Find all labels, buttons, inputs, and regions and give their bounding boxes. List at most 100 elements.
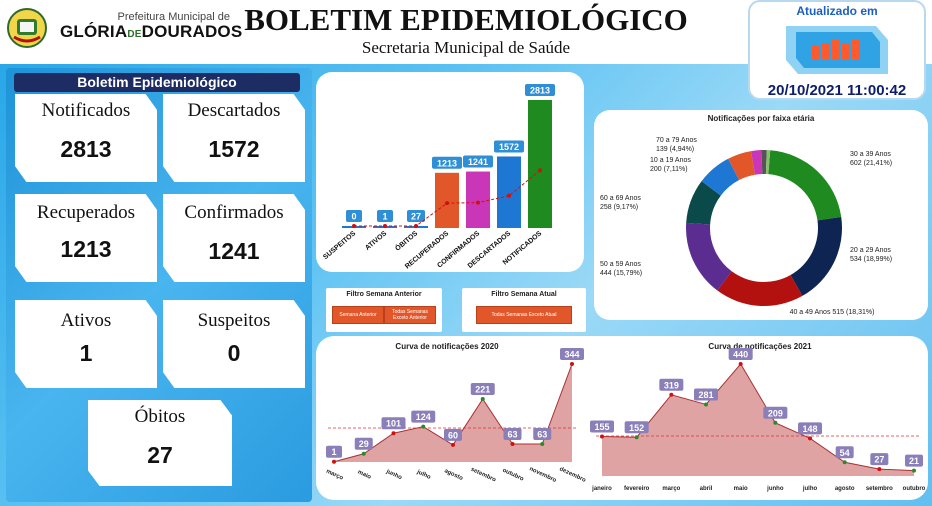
card-notificados: Notificados 2813	[15, 94, 157, 182]
donut-slice-value: 534 (18,99%)	[850, 256, 892, 263]
summary-title: Boletim Epidemiológico	[14, 73, 300, 92]
card-value: 1572	[208, 136, 260, 162]
card-value: 1213	[60, 236, 112, 262]
curve-2020-month-label: dezembro	[558, 466, 587, 484]
donut-slice-value: 200 (7,11%)	[650, 166, 688, 173]
bar-value-label-box	[525, 84, 555, 96]
all-except-current-button[interactable]: Todas Semanas Exceto Atual	[476, 306, 572, 324]
card-label: Óbitos	[134, 406, 186, 427]
curve-2021-point	[912, 468, 916, 473]
bar-value-label-box	[346, 210, 362, 222]
curve-2020-point	[391, 431, 396, 436]
page-subtitle: Secretaria Municipal de Saúde	[361, 38, 571, 57]
card-value: 1241	[208, 238, 260, 264]
bar-category-label: SUSPEITOS	[322, 230, 357, 261]
donut-slice	[751, 150, 763, 175]
curve-2021-point	[842, 460, 847, 465]
curve-2020-value-label: 101	[386, 419, 401, 429]
card-value: 0	[227, 340, 241, 366]
curve-2021-month-label: junho	[766, 486, 784, 492]
curve-2020-value-label-box	[411, 410, 436, 423]
card-obitos: Óbitos 27	[88, 400, 232, 486]
bar-value-label: 1213	[437, 158, 457, 168]
curve-2020-point	[451, 442, 455, 447]
card-ativos: Ativos 1	[15, 300, 157, 388]
update-logo-icon	[786, 26, 888, 74]
prefeitura-text: Prefeitura Municipal de	[117, 11, 230, 23]
filter-previous-week: Filtro Semana Anterior Semana Anterior T…	[326, 288, 442, 332]
donut-slice	[761, 150, 767, 175]
donut-slice	[701, 158, 740, 196]
curve-2020-month-label: outubro	[501, 468, 524, 483]
bar	[435, 172, 459, 228]
bar-value-label: 1	[382, 212, 387, 222]
donut-slice-label: 30 a 39 Anos	[850, 151, 891, 158]
bar-value-label: 0	[351, 212, 356, 222]
donut-slice-value: 258 (9,17%)	[600, 204, 638, 211]
donut-slice	[686, 181, 721, 225]
curve-2021-value-label-box	[624, 421, 649, 434]
bar	[497, 156, 521, 228]
curve-2020-month-label: julho	[415, 469, 432, 481]
card-label: Confirmados	[184, 202, 284, 223]
curve-2021-point	[877, 467, 882, 472]
all-except-previous-button[interactable]: Todas Semanas Exceto Anterior	[384, 306, 436, 324]
card-label: Recuperados	[36, 202, 136, 223]
curve-2021-title: Curva de notificações 2021	[708, 342, 812, 351]
curve-2021-value-label: 319	[664, 380, 679, 390]
curve-2020-value-label-box	[560, 348, 584, 360]
curve-2020-value-label-box	[533, 428, 552, 441]
trend-point	[507, 193, 511, 198]
bar-value-label-box	[377, 210, 393, 222]
card-label: Descartados	[187, 100, 281, 121]
curve-2021-line	[601, 363, 915, 472]
curve-2021-month-label: janeiro	[591, 486, 612, 492]
trend-point	[476, 200, 480, 205]
update-box: Atualizado em 20/10/2021 11:00:42	[748, 0, 926, 100]
curve-2021-value-label-box	[694, 388, 718, 401]
curve-2020-point	[540, 442, 545, 447]
trend-point	[445, 201, 449, 206]
bar	[528, 100, 552, 228]
filter-title: Filtro Semana Anterior	[346, 291, 422, 298]
card-value: 27	[147, 442, 173, 468]
bar-value-label: 27	[411, 212, 421, 222]
city-name-de: DE	[127, 29, 142, 40]
donut-slice	[768, 150, 842, 221]
curve-2021-area	[602, 364, 914, 476]
curve-2021-month-label: outubro	[903, 486, 926, 492]
status-bar-chart: 0SUSPEITOS1ATIVOS27ÓBITOS1213RECUPERADOS…	[322, 84, 555, 271]
age-donut-chart: 30 a 39 Anos 602 (21,41%) 20 a 29 Anos 534 …	[600, 137, 892, 316]
bar-category-label: ÓBITOS	[393, 228, 419, 252]
curve-2020-month-label: junho	[384, 469, 403, 482]
card-suspeitos: Suspeitos 0	[163, 300, 305, 388]
bar	[466, 171, 490, 228]
donut-slice-value: 444 (15,79%)	[600, 270, 642, 277]
donut-slice	[790, 217, 842, 296]
trend-point	[538, 168, 542, 173]
curve-2021-point	[669, 392, 674, 397]
curve-2021-value-label-box	[905, 454, 923, 467]
curve-2020-title: Curva de notificações 2020	[395, 342, 499, 351]
donut-slice-label: 10 a 19 Anos	[650, 157, 691, 164]
donut-slice-label: 70 a 79 Anos	[656, 137, 697, 144]
curve-2021-point	[738, 362, 743, 366]
card-label: Notificados	[41, 100, 131, 121]
curve-2020-area	[334, 364, 572, 462]
card-label: Suspeitos	[197, 310, 271, 331]
card-recuperados: Recuperados 1213	[15, 194, 157, 282]
curve-2020-value-label-box	[470, 383, 495, 396]
previous-week-button[interactable]: Semana Anterior	[332, 306, 384, 324]
curve-2021-value-label: 440	[733, 350, 748, 360]
curves-chart: 1 março 29 maio 101 junho 124 julho 60 agosto 221 s…	[325, 348, 926, 492]
donut-slice	[728, 151, 756, 181]
bar-value-label: 2813	[530, 86, 550, 96]
curve-2020-month-label: novembro	[528, 466, 557, 484]
curve-2021-value-label-box	[728, 348, 753, 360]
curve-2021-value-label: 54	[840, 448, 850, 458]
bar-value-label-box	[407, 210, 425, 222]
city-name-a: GLÓRIA	[60, 22, 128, 41]
trend-point	[352, 224, 356, 228]
card-descartados: Descartados 1572	[163, 94, 305, 182]
curve-2021-value-label-box	[835, 446, 854, 459]
